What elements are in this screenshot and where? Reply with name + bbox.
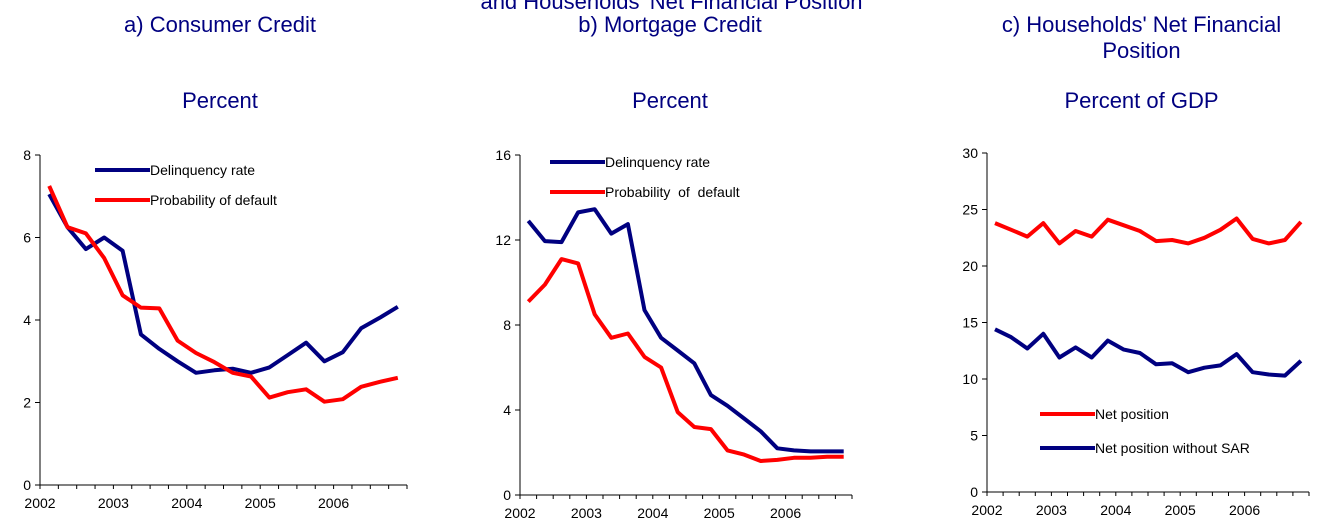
y-tick-label: 0 <box>970 484 978 500</box>
series-line <box>994 216 1303 246</box>
legend-label: Net position without SAR <box>1095 440 1250 456</box>
chart-title: c) Households' Net Financial Position <box>1001 12 1282 63</box>
x-tick-label: 2006 <box>770 505 801 521</box>
legend-label: Delinquency rate <box>605 154 710 170</box>
y-tick-label: 8 <box>503 317 511 333</box>
y-tick-label: 10 <box>962 371 978 387</box>
x-tick-label: 2002 <box>504 505 535 521</box>
panel-mortgage-credit: b) Mortgage Credit Percent 0 4 8 12 16 2002 20… <box>440 0 880 529</box>
mortgage-credit-chart: 0 4 8 12 16 2002 2003 2004 2005 2006 Delinquency r… <box>495 147 853 521</box>
y-tick-label: 20 <box>962 258 978 274</box>
y-tick-label: 5 <box>970 428 978 444</box>
y-tick-label: 4 <box>23 312 31 328</box>
x-tick-label: 2005 <box>245 495 276 511</box>
legend-label: Net position <box>1095 406 1169 422</box>
series-line <box>994 327 1303 378</box>
x-tick-label: 2002 <box>24 495 55 511</box>
figure-header-fragment: and Households' Net Financial Position <box>480 0 863 14</box>
x-tick-label: 2002 <box>971 502 1002 518</box>
x-tick-label: 2003 <box>571 505 602 521</box>
chart-title: a) Consumer Credit <box>124 12 316 37</box>
x-tick-label: 2004 <box>171 495 202 511</box>
series-line <box>526 257 844 463</box>
y-tick-label: 25 <box>962 202 978 218</box>
y-tick-label: 8 <box>23 147 31 163</box>
net-financial-position-chart: 0 5 10 15 20 25 30 2002 2003 2004 2005 2006 Net posi… <box>962 145 1310 518</box>
series-line <box>47 193 399 375</box>
chart-subtitle: Percent of GDP <box>1064 88 1219 113</box>
panel-net-financial-position: c) Households' Net Financial Position Pe… <box>900 0 1343 529</box>
legend-label: Probability of default <box>605 184 740 200</box>
chart-subtitle: Percent <box>632 88 708 113</box>
x-tick-label: 2003 <box>1036 502 1067 518</box>
y-tick-label: 0 <box>503 487 511 503</box>
legend-label: Delinquency rate <box>150 162 255 178</box>
y-tick-label: 6 <box>23 230 31 246</box>
y-tick-label: 2 <box>23 395 31 411</box>
x-tick-label: 2006 <box>1229 502 1260 518</box>
y-tick-label: 12 <box>495 232 511 248</box>
x-tick-label: 2005 <box>704 505 735 521</box>
y-tick-label: 0 <box>23 477 31 493</box>
series-line <box>47 185 399 404</box>
x-tick-label: 2006 <box>318 495 349 511</box>
y-tick-label: 15 <box>962 315 978 331</box>
consumer-credit-chart: 0 2 4 6 8 2002 2003 2004 2005 2006 Delinquency rat… <box>23 147 408 511</box>
x-tick-label: 2005 <box>1165 502 1196 518</box>
y-tick-label: 30 <box>962 145 978 161</box>
legend-label: Probability of default <box>150 192 277 208</box>
y-tick-label: 4 <box>503 402 511 418</box>
chart-subtitle: Percent <box>182 88 258 113</box>
panel-consumer-credit: a) Consumer Credit Percent 0 2 4 6 8 2002 2003… <box>0 0 440 529</box>
chart-title: b) Mortgage Credit <box>578 12 762 37</box>
y-tick-label: 16 <box>495 147 511 163</box>
series-line <box>526 207 844 454</box>
x-tick-label: 2004 <box>1100 502 1131 518</box>
x-tick-label: 2003 <box>98 495 129 511</box>
x-tick-label: 2004 <box>637 505 668 521</box>
